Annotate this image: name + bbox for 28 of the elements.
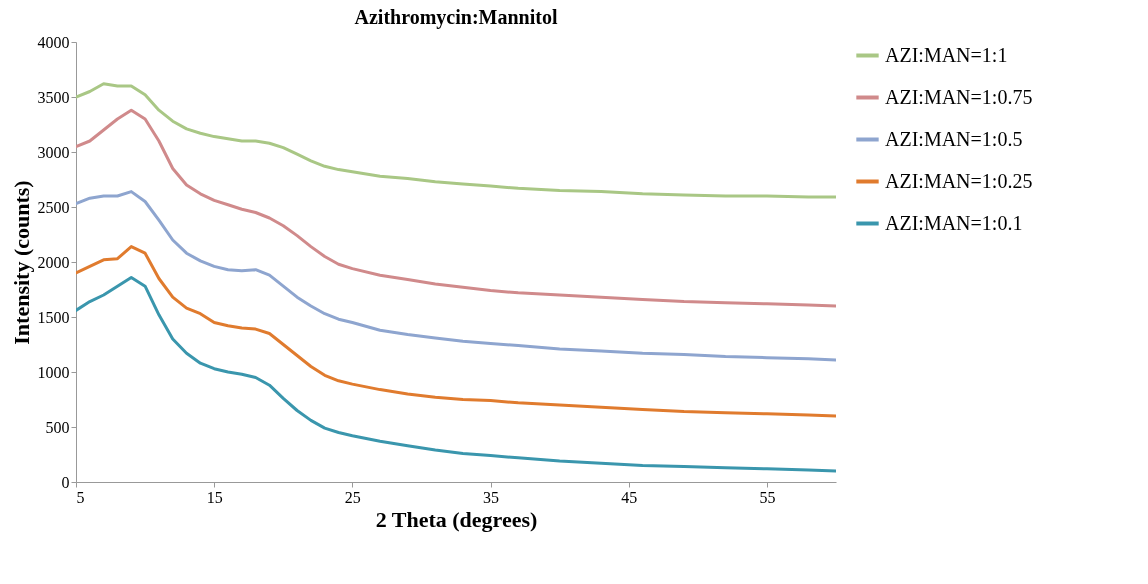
line-series <box>76 245 836 418</box>
y-tick-label: 2000 <box>37 253 70 271</box>
x-tick-label: 45 <box>621 488 638 506</box>
x-tick-label: 55 <box>759 488 776 506</box>
legend-label: AZI:MAN=1:1 <box>885 43 1008 66</box>
y-tick-label: 2500 <box>37 198 70 216</box>
y-tick-label: 1500 <box>37 308 70 326</box>
y-tick-label: 3500 <box>37 88 70 106</box>
legend-label: AZI:MAN=1:0.25 <box>885 169 1033 192</box>
x-tick-label: 5 <box>76 488 85 506</box>
x-axis-title: 2 Theta (degrees) <box>375 506 538 532</box>
y-tick-label: 3000 <box>37 143 70 161</box>
line-series <box>76 275 836 473</box>
y-tick-label: 500 <box>45 418 70 436</box>
legend-label: AZI:MAN=1:0.75 <box>885 85 1033 108</box>
y-tick-label: 4000 <box>37 33 70 51</box>
chart-title: Azithromycin:Mannitol <box>354 6 558 29</box>
y-tick-label: 0 <box>61 473 70 491</box>
x-tick-label: 25 <box>344 488 361 506</box>
line-series <box>76 190 836 362</box>
x-tick-label: 35 <box>483 488 500 506</box>
legend-label: AZI:MAN=1:0.1 <box>885 211 1023 234</box>
line-series <box>76 82 836 199</box>
y-tick-label: 1000 <box>37 363 70 381</box>
line-series <box>76 108 836 308</box>
x-tick-label: 15 <box>206 488 223 506</box>
y-axis-title: Intensity (counts) <box>8 180 34 345</box>
legend-label: AZI:MAN=1:0.5 <box>885 127 1023 150</box>
